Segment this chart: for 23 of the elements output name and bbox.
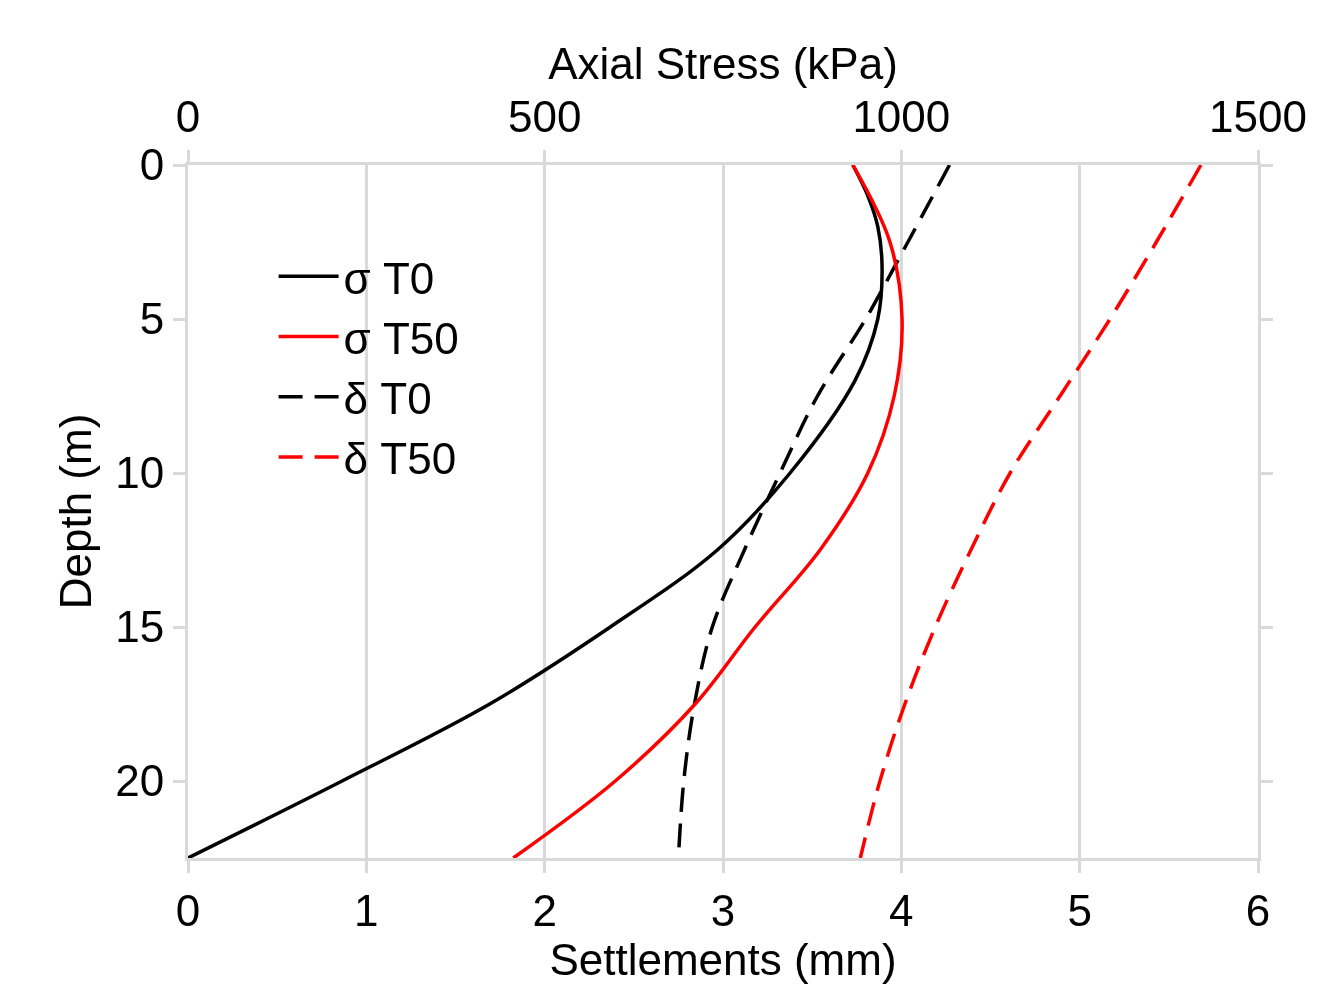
x-tick-label: 2 [532,885,557,935]
y-tick-label: 0 [139,140,165,190]
x-tick-label: 0 [175,885,201,935]
y-tick-label: 5 [139,294,165,344]
y-tick-label: 10 [115,448,165,498]
x2-tick-label: 1500 [1209,92,1307,142]
y-axis-title: Depth (m) [51,413,101,610]
x-tick-label: 1 [354,885,379,935]
legend-label: δ T50 [343,434,457,484]
x-tick-label: 4 [889,885,914,935]
x-axis-title: Settlements (mm) [549,934,897,984]
x-tick-label: 6 [1245,885,1271,935]
legend-label: δ T0 [343,373,432,423]
x2-tick-label: 500 [507,92,582,142]
legend-label: σ T0 [343,253,435,303]
legend-label: σ T50 [343,313,459,363]
x2-tick-label: 0 [175,92,201,142]
x-tick-label: 3 [710,885,736,935]
y-tick-label: 15 [115,602,165,652]
x2-tick-label: 1000 [852,92,951,142]
x-tick-label: 5 [1067,885,1092,935]
y-tick-label: 20 [115,756,165,806]
x2-axis-title: Axial Stress (kPa) [548,38,898,88]
